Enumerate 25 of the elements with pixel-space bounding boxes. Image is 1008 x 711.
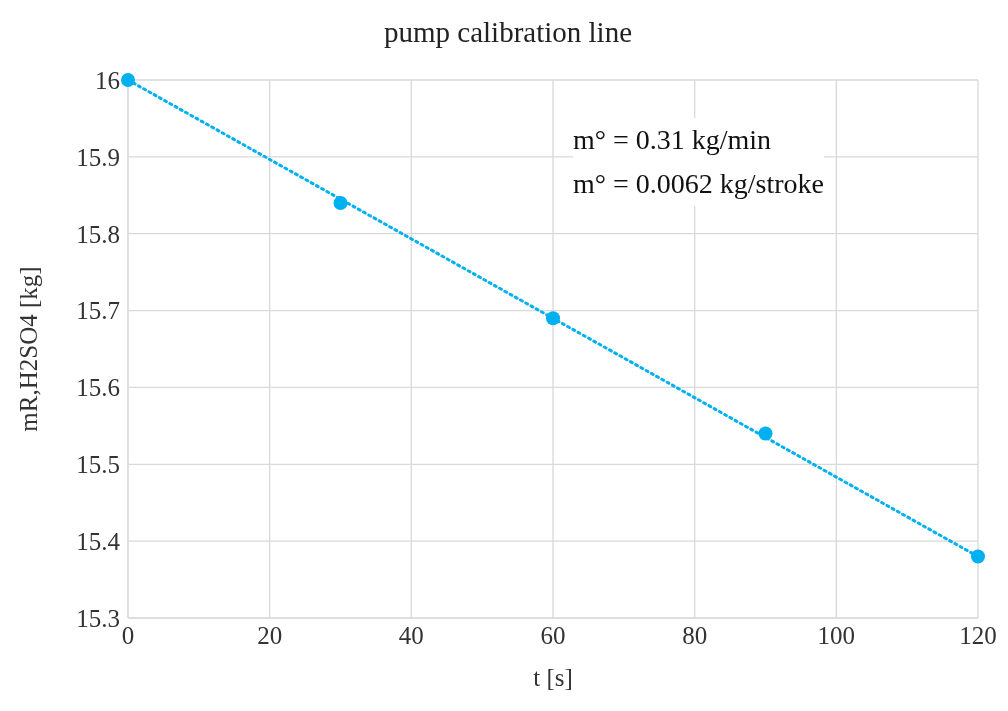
y-tick-label: 15.7 <box>76 297 120 325</box>
x-tick-label: 100 <box>817 621 856 649</box>
y-tick-label: 15.5 <box>76 451 120 479</box>
x-tick-label: 20 <box>257 621 283 649</box>
y-axis-title: mR,H2SO4 [kg] <box>14 266 42 432</box>
point <box>121 73 135 87</box>
y-tick-label: 16 <box>95 66 120 94</box>
point <box>971 549 985 564</box>
x-tick-label: 0 <box>121 621 135 649</box>
y-tick-label: 15.9 <box>76 143 120 171</box>
x-tick-label: 80 <box>682 621 708 649</box>
y-tick-label: 15.8 <box>76 220 120 248</box>
x-axis-title: t [s] <box>533 664 573 691</box>
y-tick-label: 15.3 <box>76 604 120 632</box>
y-tick-label: 15.6 <box>76 374 120 402</box>
x-tick-label: 40 <box>398 621 424 649</box>
x-tick-label: 60 <box>540 621 566 649</box>
x-tick-label: 120 <box>959 621 997 649</box>
point <box>546 311 560 326</box>
annotation: m° = 0.31 kg/min <box>573 123 773 157</box>
chart-title: pump calibration line <box>382 16 633 49</box>
annotation: m° = 0.0062 kg/stroke <box>573 167 824 201</box>
point <box>758 426 773 441</box>
point <box>333 195 348 210</box>
y-tick-label: 15.4 <box>76 528 121 556</box>
